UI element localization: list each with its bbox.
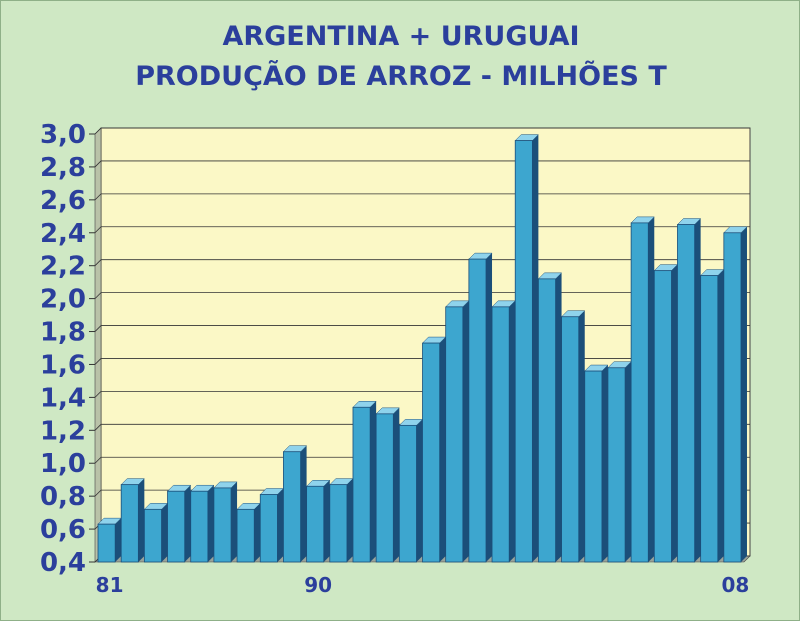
bar <box>491 306 510 563</box>
gridline-depth <box>94 391 102 398</box>
bar-side <box>138 478 145 562</box>
bar-side <box>184 485 191 562</box>
bar <box>283 451 301 563</box>
gridline-depth <box>94 193 102 201</box>
bar-side <box>323 480 330 562</box>
plot-side-wall <box>94 127 102 563</box>
bar-side <box>555 272 562 562</box>
bar-side <box>231 481 238 562</box>
y-tick-label: 1,6 <box>40 350 86 380</box>
bar-side <box>207 485 214 562</box>
y-tick-label: 1,4 <box>40 383 86 413</box>
bar-side <box>393 407 400 562</box>
bar-side <box>486 253 493 562</box>
bar <box>422 342 441 563</box>
gridline-depth <box>94 489 102 497</box>
bar <box>538 278 556 563</box>
chart-title-line-1: ARGENTINA + URUGUAI <box>222 21 580 52</box>
bar <box>700 275 719 563</box>
bar <box>561 316 580 563</box>
bar-side <box>346 478 353 562</box>
y-tick-label: 0,4 <box>40 548 86 578</box>
y-tick-label: 2,6 <box>40 186 86 216</box>
bar <box>190 490 209 563</box>
bar-side <box>277 488 284 562</box>
bar-side <box>648 216 655 562</box>
bar-side <box>370 401 377 562</box>
gridline-depth <box>94 226 102 234</box>
bar <box>143 508 162 563</box>
gridline-depth <box>94 456 102 464</box>
y-tick-label: 2,8 <box>40 153 86 183</box>
bar <box>584 370 603 563</box>
bar-side <box>625 361 632 562</box>
bar <box>120 484 139 563</box>
bar <box>352 406 371 563</box>
gridline-depth <box>94 160 102 168</box>
bar-side <box>717 269 724 562</box>
bar-side <box>532 134 539 563</box>
y-tick-label: 0,6 <box>40 515 86 545</box>
bar <box>398 424 417 563</box>
gridline-depth <box>94 358 102 365</box>
bar <box>445 306 464 563</box>
bar <box>677 224 696 563</box>
y-tick-label: 2,2 <box>40 252 86 282</box>
bar <box>97 523 116 563</box>
bar <box>329 484 348 563</box>
bar-side <box>439 337 446 562</box>
bar <box>468 258 487 563</box>
y-tick-label: 1,2 <box>40 416 86 446</box>
bar <box>630 222 649 563</box>
bar-side <box>161 503 168 562</box>
bar-side <box>462 300 469 562</box>
y-tick-label: 2,4 <box>40 219 86 249</box>
bar <box>259 494 278 563</box>
bar <box>306 485 325 563</box>
bar-side <box>740 226 747 562</box>
chart-title-line-2: PRODUÇÃO DE ARROZ - MILHÕES T <box>135 61 667 92</box>
y-tick-label: 1,0 <box>40 449 86 479</box>
bar-side <box>300 445 307 562</box>
bar-side <box>671 264 678 562</box>
bar <box>167 490 186 563</box>
x-tick-label: 90 <box>304 573 332 597</box>
bar-side <box>254 503 261 562</box>
bar <box>723 232 742 563</box>
y-tick-label: 1,8 <box>40 318 86 348</box>
y-tick-label: 0,8 <box>40 482 86 512</box>
gridline-depth <box>94 424 102 431</box>
gridline-depth <box>94 292 102 299</box>
bar-side <box>578 310 585 562</box>
bar <box>653 270 672 563</box>
bar-side <box>115 518 122 562</box>
bar <box>514 140 533 563</box>
x-tick-label: 08 <box>721 573 749 597</box>
y-tick-label: 3,0 <box>40 120 86 150</box>
bar <box>236 508 255 563</box>
bar-side <box>601 365 608 562</box>
bar <box>213 487 232 563</box>
y-tick-label: 2,0 <box>40 285 86 315</box>
gridline-depth <box>94 325 102 332</box>
bar <box>607 367 626 563</box>
gridline-depth <box>94 127 102 135</box>
bar-side <box>509 300 516 562</box>
x-tick-label: 81 <box>96 573 124 597</box>
bar-side <box>416 419 423 562</box>
bar-side <box>694 218 701 563</box>
gridline-depth <box>94 259 102 266</box>
bar <box>375 413 394 563</box>
